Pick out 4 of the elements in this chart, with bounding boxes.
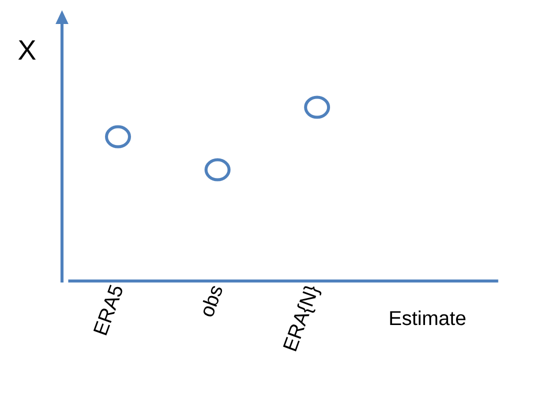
- x-axis-title: Estimate: [390, 310, 466, 326]
- x-tick-label: ERA5: [93, 284, 122, 336]
- x-tick-label: obs: [202, 286, 222, 316]
- y-axis-title: X: [18, 40, 36, 60]
